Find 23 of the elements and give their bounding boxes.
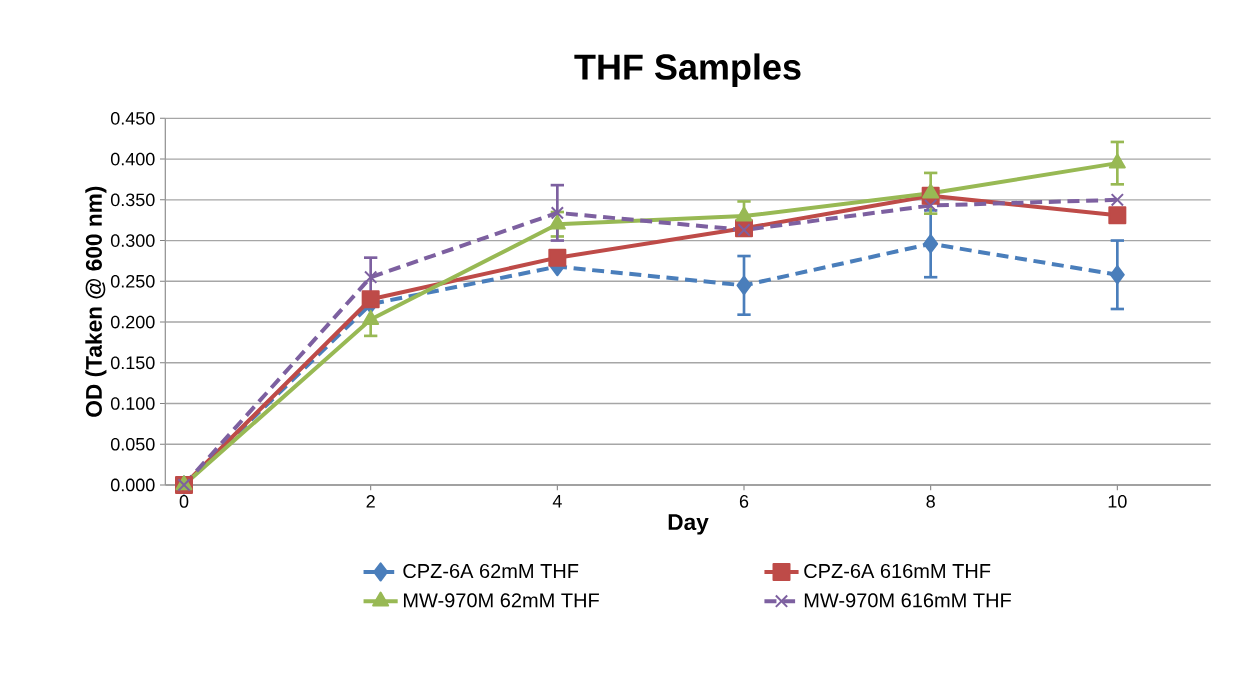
legend-label: CPZ-6A 616mM THF [804,563,991,579]
y-tick-label: 0.250 [110,274,155,288]
y-axis-title: OD (Taken @ 600 nm) [85,186,107,417]
y-tick-label: 0.100 [110,397,155,410]
x-tick-label: 6 [739,495,749,508]
y-tick-label: 0.450 [110,111,155,125]
y-tick-label: 0.300 [110,234,155,247]
x-axis-title: Day [668,514,709,535]
chart-title: THF Samples [574,53,801,87]
y-tick-label: 0.050 [110,437,155,451]
x-tick-label: 4 [552,495,562,508]
x-tick-label: 10 [1108,495,1127,508]
y-tick-label: 0.150 [110,356,155,370]
x-tick-label: 0 [179,495,189,508]
legend-label: MW-970M 616mM THF [804,593,1011,608]
y-tick-label: 0.400 [110,152,155,166]
legend-label: CPZ-6A 62mM THF [403,563,579,579]
x-tick-label: 8 [926,495,935,508]
y-tick-label: 0.350 [110,193,155,207]
x-tick-label: 2 [366,495,375,508]
y-tick-label: 0.000 [110,478,155,492]
y-tick-label: 0.200 [110,315,155,329]
legend-label: MW-970M 62mM THF [403,593,599,608]
